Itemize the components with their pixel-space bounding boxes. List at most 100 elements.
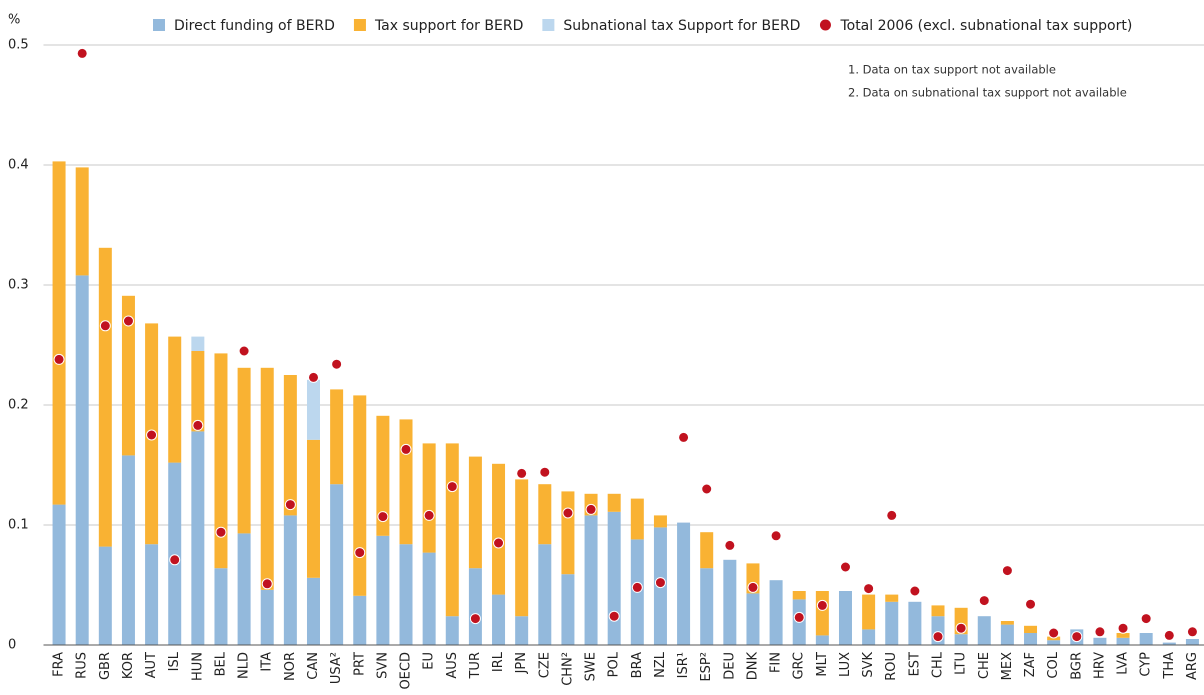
bar-segment bbox=[700, 568, 714, 645]
bar-segment bbox=[492, 463, 506, 595]
x-tick-label: CHN² bbox=[560, 652, 575, 686]
y-tick-label: 0.2 bbox=[8, 398, 29, 413]
dot bbox=[377, 511, 389, 523]
dot bbox=[631, 581, 643, 593]
x-tick-label: LUX bbox=[838, 652, 853, 677]
dot bbox=[793, 611, 805, 623]
bar-segment bbox=[862, 594, 876, 630]
dot bbox=[400, 443, 412, 455]
x-tick-label: ISR¹ bbox=[676, 652, 691, 678]
dot bbox=[146, 429, 158, 441]
legend-label: Tax support for BERD bbox=[374, 18, 523, 34]
bar-segment bbox=[399, 544, 413, 645]
bar-segment bbox=[330, 389, 344, 485]
x-tick-label: ISL bbox=[167, 651, 182, 671]
bar-segment bbox=[561, 491, 575, 575]
x-tick-label: GBR bbox=[98, 652, 113, 680]
y-tick-label: 0 bbox=[8, 638, 16, 653]
dot bbox=[585, 503, 597, 515]
bar-segment bbox=[121, 455, 135, 645]
x-tick-label: POL bbox=[607, 651, 622, 677]
x-tick-label: THA bbox=[1162, 652, 1177, 680]
dot bbox=[978, 595, 990, 607]
bar-segment bbox=[191, 336, 205, 351]
x-tick-label: MEX bbox=[1000, 652, 1015, 680]
bar-segment bbox=[1000, 621, 1014, 625]
x-tick-label: SVN bbox=[375, 652, 390, 679]
bar-segment bbox=[306, 439, 320, 578]
bar-segment bbox=[561, 574, 575, 645]
dot bbox=[1186, 626, 1198, 638]
bar-segment bbox=[1000, 624, 1014, 645]
x-tick-label: HUN bbox=[190, 652, 205, 681]
bar-segment bbox=[145, 544, 159, 645]
dot bbox=[1071, 631, 1083, 643]
bar-segment bbox=[1139, 633, 1153, 645]
x-tick-label: ROU bbox=[884, 652, 899, 681]
x-tick-label: RUS bbox=[75, 652, 90, 679]
x-tick-label: USA² bbox=[329, 652, 344, 684]
bar-segment bbox=[445, 443, 459, 617]
bar-segment bbox=[98, 247, 112, 547]
x-tick-label: JPN bbox=[514, 652, 529, 674]
dot bbox=[608, 610, 620, 622]
bar-segment bbox=[862, 629, 876, 645]
bar-segment bbox=[607, 493, 621, 512]
x-tick-label: FRA bbox=[52, 652, 67, 677]
dot bbox=[446, 481, 458, 493]
dot bbox=[678, 431, 690, 443]
dot bbox=[99, 320, 111, 332]
bar-segment bbox=[168, 336, 182, 463]
x-tick-label: NZL bbox=[653, 651, 668, 678]
legend-label: Direct funding of BERD bbox=[174, 18, 335, 34]
dot bbox=[539, 466, 551, 478]
bar-segment bbox=[376, 415, 390, 536]
bar-segment bbox=[191, 351, 205, 432]
bar-segment bbox=[885, 594, 899, 602]
bar-segment bbox=[1024, 633, 1038, 645]
legend-swatch bbox=[153, 19, 165, 31]
bar-segment bbox=[237, 533, 251, 645]
x-tick-label: ITA bbox=[260, 652, 275, 672]
bar-segment bbox=[931, 605, 945, 617]
y-tick-label: 0.3 bbox=[8, 278, 29, 293]
bar-segment bbox=[492, 594, 506, 645]
bar-segment bbox=[445, 616, 459, 645]
bar-segment bbox=[1116, 637, 1130, 645]
x-tick-label: ZAF bbox=[1023, 652, 1038, 677]
dot bbox=[122, 315, 134, 327]
x-tick-label: FIN bbox=[769, 652, 784, 673]
bar-segment bbox=[330, 484, 344, 645]
x-tick-label: ESP² bbox=[699, 652, 714, 682]
bar-segment bbox=[815, 591, 829, 636]
dot bbox=[169, 554, 181, 566]
note: 1. Data on tax support not available bbox=[848, 63, 1056, 77]
bar-segment bbox=[908, 601, 922, 645]
x-tick-label: BGR bbox=[1069, 652, 1084, 680]
note: 2. Data on subnational tax support not a… bbox=[848, 86, 1127, 100]
dot bbox=[215, 526, 227, 538]
x-tick-label: SVK bbox=[861, 652, 876, 678]
bar-segment bbox=[954, 634, 968, 645]
bar-segment bbox=[515, 479, 529, 617]
bar-segment bbox=[353, 395, 367, 596]
dot bbox=[1117, 622, 1129, 634]
dot bbox=[839, 561, 851, 573]
x-tick-label: NOR bbox=[283, 652, 298, 681]
legend-swatch bbox=[542, 19, 555, 31]
bar-segment bbox=[792, 591, 806, 600]
bar-segment bbox=[260, 589, 274, 645]
x-tick-label: TUR bbox=[468, 652, 483, 680]
x-tick-label: CHE bbox=[977, 652, 992, 679]
x-tick-label: CHL bbox=[931, 651, 946, 678]
y-axis-label: % bbox=[8, 13, 20, 28]
dot bbox=[1094, 626, 1106, 638]
x-tick-label: HRV bbox=[1092, 652, 1107, 679]
bar-segment bbox=[306, 577, 320, 645]
bar-segment bbox=[1093, 637, 1107, 645]
x-tick-label: DNK bbox=[745, 652, 760, 681]
bar-segment bbox=[769, 580, 783, 645]
x-tick-label: COL bbox=[1046, 651, 1061, 678]
x-tick-label: BEL bbox=[213, 651, 228, 676]
bar-segment bbox=[191, 431, 205, 645]
